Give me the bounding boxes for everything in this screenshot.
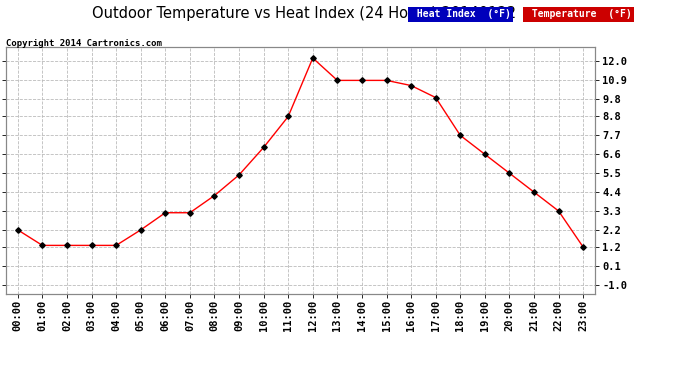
Text: Outdoor Temperature vs Heat Index (24 Hours) 20140122: Outdoor Temperature vs Heat Index (24 Ho… [92, 6, 515, 21]
Text: Copyright 2014 Cartronics.com: Copyright 2014 Cartronics.com [6, 39, 161, 48]
Text: Temperature  (°F): Temperature (°F) [526, 9, 631, 20]
Text: Heat Index  (°F): Heat Index (°F) [411, 9, 511, 20]
